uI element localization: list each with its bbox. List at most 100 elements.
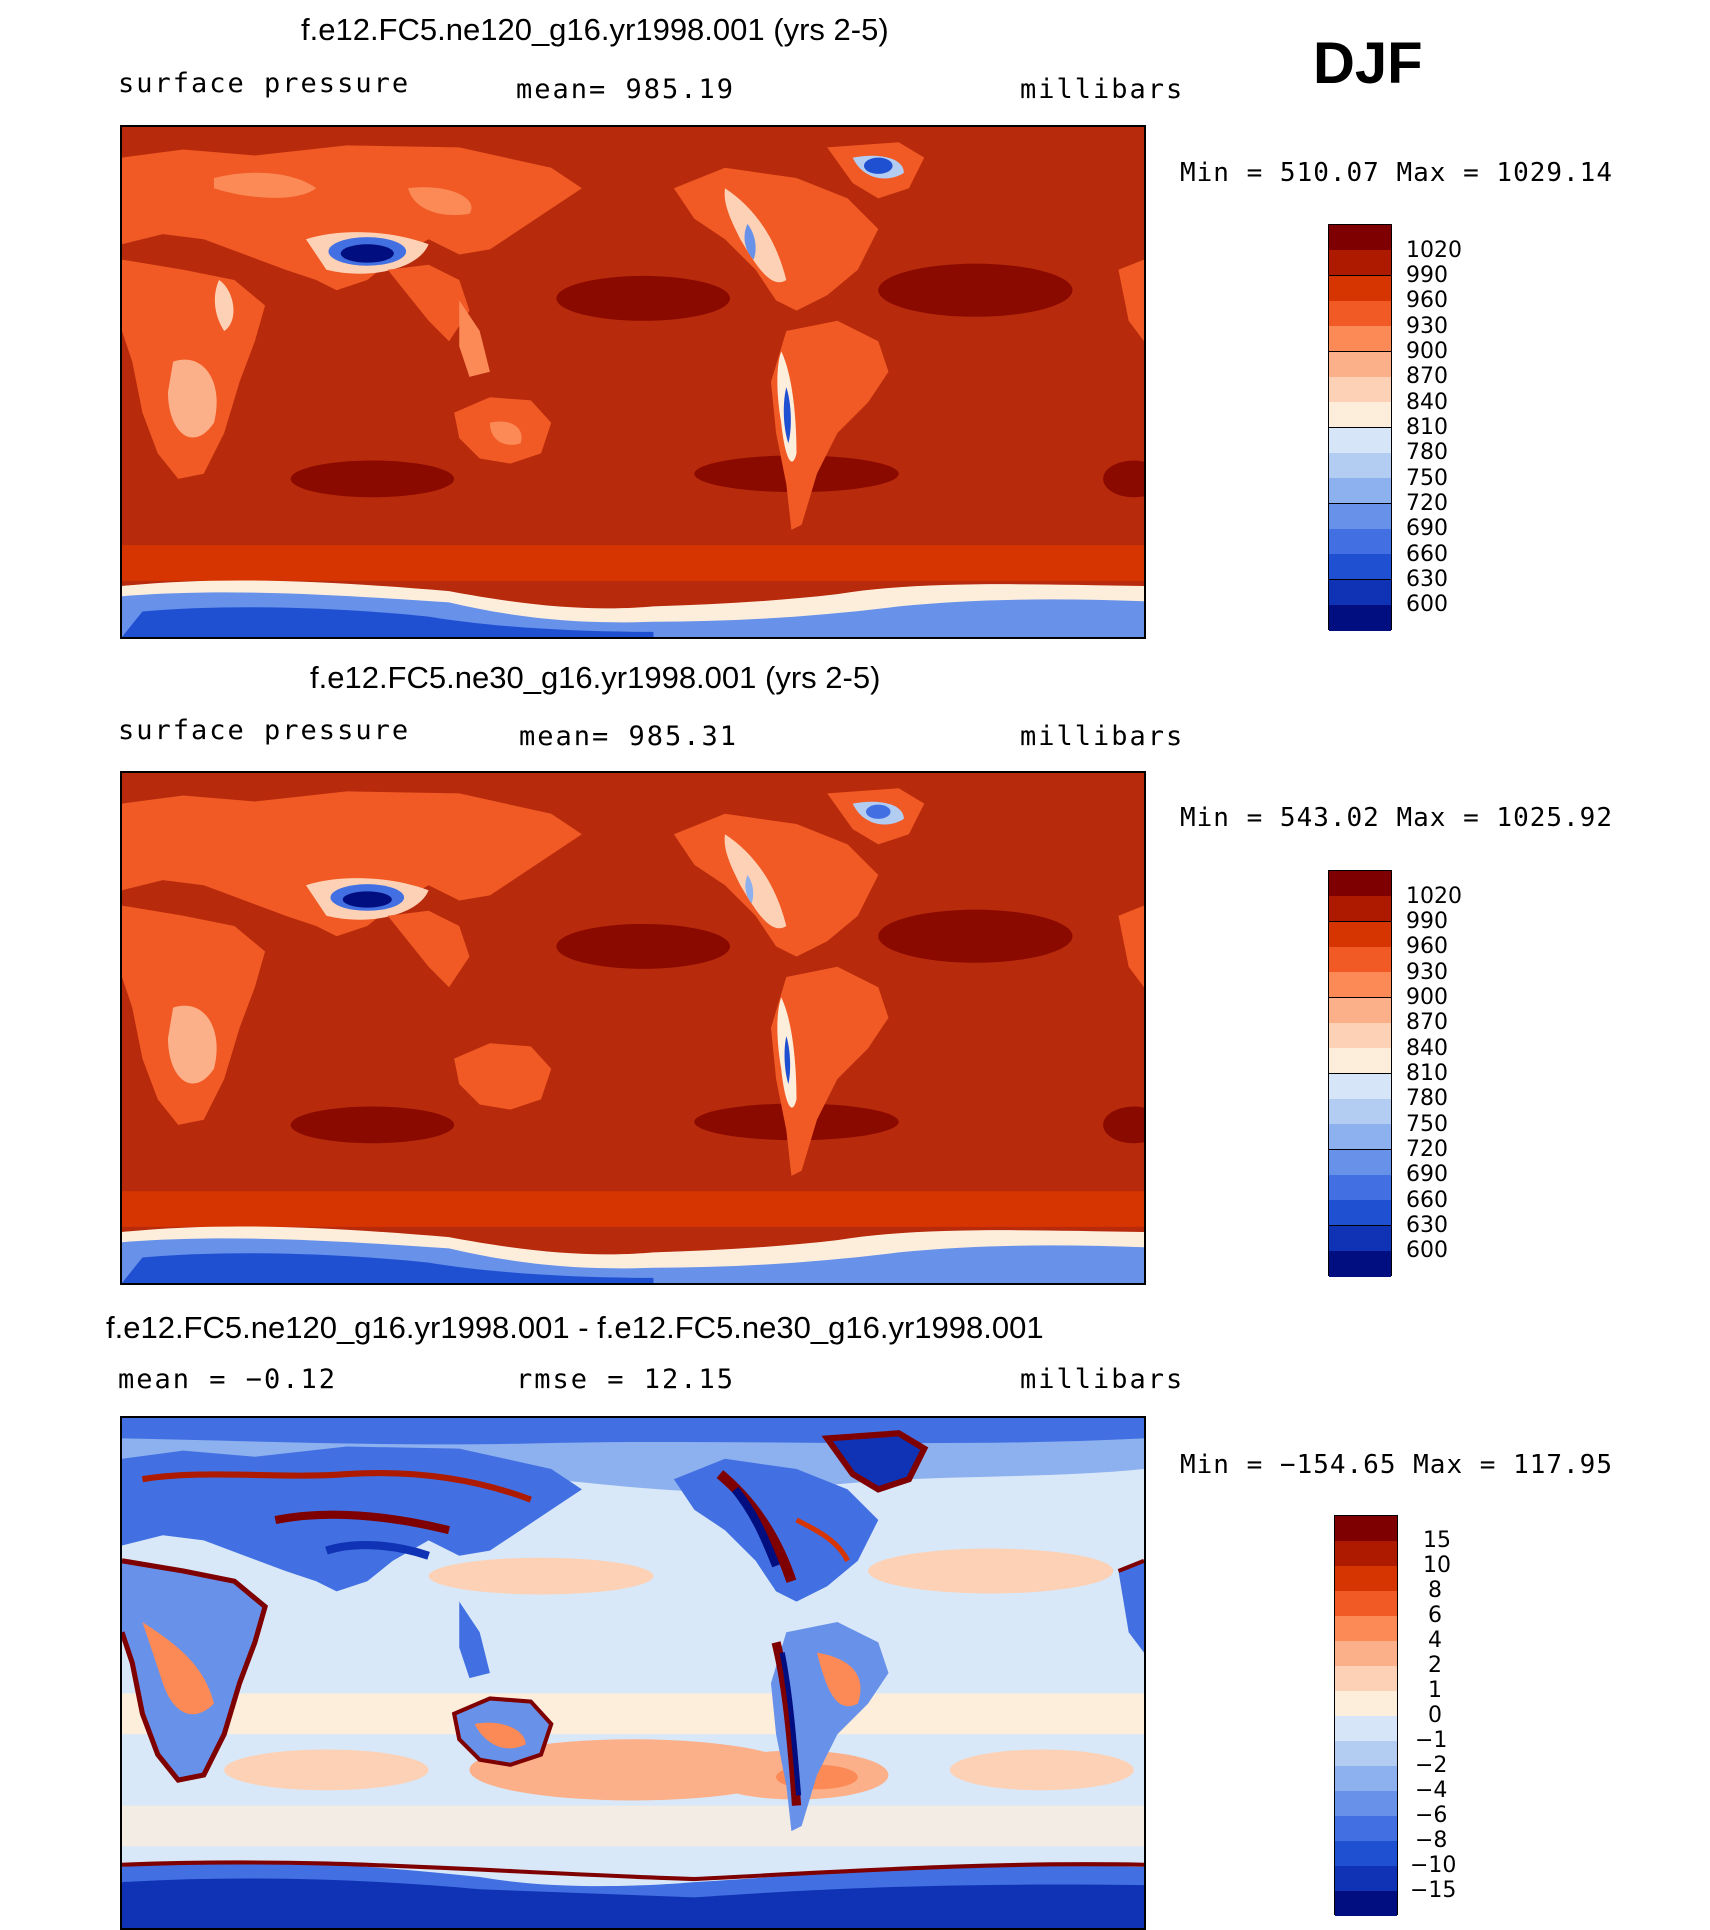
colorbar-swatch	[1335, 1566, 1397, 1592]
colorbar-swatch	[1329, 871, 1391, 897]
panel-center-label: rmse = 12.15	[516, 1364, 736, 1395]
colorbar-swatch	[1329, 896, 1391, 922]
min-max-label: Min = 543.02 Max = 1025.92	[1180, 803, 1613, 833]
colorbar-swatch	[1329, 326, 1391, 352]
panel-title: f.e12.FC5.ne120_g16.yr1998.001 - f.e12.F…	[106, 1310, 1044, 1345]
map-panel-ne120	[120, 125, 1146, 639]
panel-center-label: mean= 985.19	[516, 74, 736, 105]
colorbar-tick-label: 1020	[1406, 238, 1462, 263]
panel-left-label: mean = −0.12	[118, 1364, 338, 1395]
colorbar-swatch	[1329, 402, 1391, 428]
colorbar-swatch	[1329, 377, 1391, 403]
colorbar-swatch	[1329, 1023, 1391, 1049]
colorbar-swatch	[1329, 225, 1391, 251]
colorbar-swatch	[1335, 1791, 1397, 1817]
min-max-label: Min = 510.07 Max = 1029.14	[1180, 158, 1613, 188]
colorbar-swatch	[1329, 972, 1391, 998]
colorbar	[1328, 224, 1392, 631]
colorbar-swatch	[1329, 529, 1391, 555]
colorbar-swatch	[1329, 1175, 1391, 1201]
colorbar-swatch	[1335, 1866, 1397, 1892]
colorbar-swatch	[1329, 1251, 1391, 1277]
colorbar-swatch	[1329, 1048, 1391, 1074]
colorbar-tick-label: 600	[1406, 1238, 1448, 1263]
min-max-label: Min = −154.65 Max = 117.95	[1180, 1450, 1613, 1480]
colorbar-tick-label: 6	[1428, 1603, 1442, 1628]
colorbar-tick-label: 8	[1428, 1578, 1442, 1603]
colorbar-tick-label: 960	[1406, 288, 1448, 313]
colorbar-swatch	[1329, 453, 1391, 479]
colorbar-tick-label: 990	[1406, 909, 1448, 934]
colorbar-tick-label: 900	[1406, 985, 1448, 1010]
colorbar-tick-label: 0	[1428, 1703, 1442, 1728]
colorbar-tick-label: 10	[1423, 1553, 1451, 1578]
colorbar-swatch	[1329, 352, 1391, 378]
colorbar-swatch	[1329, 1150, 1391, 1176]
colorbar-swatch	[1335, 1691, 1397, 1717]
colorbar-tick-label: −10	[1410, 1853, 1457, 1878]
colorbar-swatch	[1335, 1641, 1397, 1667]
colorbar-swatch	[1329, 605, 1391, 631]
colorbar-swatch	[1335, 1716, 1397, 1742]
colorbar-tick-label: 750	[1406, 466, 1448, 491]
colorbar-tick-label: 2	[1428, 1653, 1442, 1678]
colorbar-swatch	[1335, 1616, 1397, 1642]
colorbar-tick-label: −15	[1410, 1878, 1457, 1903]
colorbar-swatch	[1329, 1074, 1391, 1100]
colorbar-tick-label: 660	[1406, 1188, 1448, 1213]
colorbar-tick-label: 780	[1406, 1086, 1448, 1111]
colorbar-swatch	[1329, 998, 1391, 1024]
colorbar-tick-label: 840	[1406, 1036, 1448, 1061]
season-label: DJF	[1313, 31, 1423, 96]
colorbar-tick-label: −8	[1415, 1828, 1448, 1853]
panel-right-label: millibars	[1020, 1364, 1185, 1395]
colorbar-tick-label: 690	[1406, 1162, 1448, 1187]
panel-right-label: millibars	[1020, 721, 1185, 752]
colorbar-swatch	[1335, 1841, 1397, 1867]
colorbar-tick-label: 870	[1406, 1010, 1448, 1035]
colorbar-swatch	[1329, 428, 1391, 454]
colorbar-swatch	[1329, 922, 1391, 948]
colorbar-tick-label: −4	[1415, 1778, 1448, 1803]
colorbar-swatch	[1329, 250, 1391, 276]
colorbar-swatch	[1335, 1741, 1397, 1767]
colorbar-tick-label: 900	[1406, 339, 1448, 364]
colorbar-tick-label: 960	[1406, 934, 1448, 959]
colorbar-swatch	[1329, 276, 1391, 302]
colorbar-tick-label: −6	[1415, 1803, 1448, 1828]
colorbar-swatch	[1329, 504, 1391, 530]
colorbar-swatch	[1329, 554, 1391, 580]
panel-center-label: mean= 985.31	[519, 721, 739, 752]
colorbar-swatch	[1329, 1226, 1391, 1252]
map-panel-ne30	[120, 771, 1146, 1285]
colorbar-tick-label: 690	[1406, 516, 1448, 541]
colorbar-tick-label: 1	[1428, 1678, 1442, 1703]
colorbar-tick-label: 600	[1406, 592, 1448, 617]
colorbar-tick-label: 930	[1406, 960, 1448, 985]
colorbar-swatch	[1329, 1200, 1391, 1226]
panel-title: f.e12.FC5.ne120_g16.yr1998.001 (yrs 2-5)	[301, 12, 889, 47]
panel-left-label: surface pressure	[118, 715, 411, 746]
colorbar-swatch	[1329, 947, 1391, 973]
colorbar-swatch	[1335, 1516, 1397, 1542]
colorbar-tick-label: 810	[1406, 415, 1448, 440]
colorbar-tick-label: 630	[1406, 567, 1448, 592]
colorbar-swatch	[1329, 1099, 1391, 1125]
colorbar-tick-label: 660	[1406, 542, 1448, 567]
colorbar	[1328, 870, 1392, 1277]
colorbar-swatch	[1335, 1591, 1397, 1617]
colorbar-tick-label: 780	[1406, 440, 1448, 465]
colorbar-tick-label: 840	[1406, 390, 1448, 415]
colorbar-tick-label: 1020	[1406, 884, 1462, 909]
colorbar-tick-label: 870	[1406, 364, 1448, 389]
colorbar-tick-label: 4	[1428, 1628, 1442, 1653]
colorbar-swatch	[1335, 1666, 1397, 1692]
colorbar-swatch	[1335, 1816, 1397, 1842]
colorbar	[1334, 1515, 1398, 1916]
map-panel-difference	[120, 1416, 1146, 1930]
panel-title: f.e12.FC5.ne30_g16.yr1998.001 (yrs 2-5)	[310, 660, 881, 695]
colorbar-tick-label: −2	[1415, 1753, 1448, 1778]
colorbar-swatch	[1329, 478, 1391, 504]
colorbar-swatch	[1335, 1766, 1397, 1792]
colorbar-swatch	[1329, 580, 1391, 606]
